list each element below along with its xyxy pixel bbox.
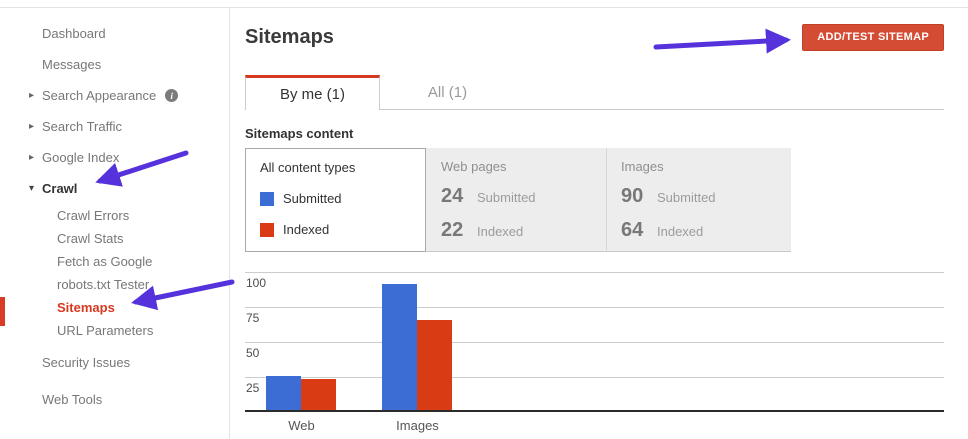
web-pages-title: Web pages: [441, 159, 507, 174]
gridline: [245, 342, 944, 343]
web-indexed-value: 22: [441, 219, 464, 241]
chevron-right-icon: ▸: [29, 152, 35, 163]
sitemaps-content-heading: Sitemaps content: [245, 126, 354, 141]
sidebar-item-search-appearance[interactable]: ▸ Search Appearance i: [0, 80, 229, 111]
bar-group-web: [266, 376, 336, 410]
chevron-down-icon: ▾: [29, 183, 35, 194]
submitted-bar: [382, 284, 417, 410]
chart-plot: 25 50 75 100 Web Images: [245, 272, 944, 433]
x-axis-label: Images: [396, 418, 439, 433]
chevron-right-icon: ▸: [29, 121, 35, 132]
content-type-panel: All content types Submitted Indexed Web …: [245, 148, 791, 252]
submitted-bar: [266, 376, 301, 410]
sidebar-item-dashboard[interactable]: Dashboard: [42, 26, 106, 41]
sidebar-item-web-tools[interactable]: Web Tools: [42, 392, 103, 407]
images-title: Images: [621, 159, 664, 174]
y-axis-tick: 25: [246, 381, 260, 395]
stat-row: 24 Submitted: [441, 185, 536, 207]
tabstrip: By me (1) All (1): [245, 75, 944, 110]
bar-group-images: [382, 284, 452, 410]
sidebar-item-crawl-errors[interactable]: Crawl Errors: [57, 208, 130, 223]
stat-row: 90 Submitted: [621, 185, 716, 207]
add-test-sitemap-button[interactable]: ADD/TEST SITEMAP: [802, 23, 944, 51]
stat-row: 64 Indexed: [621, 219, 704, 241]
stat-row: 22 Indexed: [441, 219, 524, 241]
x-axis-label: Web: [288, 418, 315, 433]
main-content: Sitemaps ADD/TEST SITEMAP By me (1) All …: [230, 8, 968, 439]
sidebar-item-security-issues[interactable]: Security Issues: [42, 355, 131, 370]
info-icon[interactable]: i: [165, 89, 179, 102]
images-cell[interactable]: Images 90 Submitted 64 Indexed: [606, 148, 791, 252]
legend-title: All content types: [260, 160, 356, 175]
top-divider: [0, 7, 968, 8]
sidebar-item-google-index[interactable]: ▸ Google Index: [29, 150, 120, 165]
chevron-right-icon: ▸: [29, 90, 35, 101]
tab-all[interactable]: All (1): [380, 75, 515, 110]
y-axis-tick: 50: [246, 346, 260, 360]
gridline: [245, 307, 944, 308]
indexed-bar: [301, 379, 336, 410]
page-header: Sitemaps ADD/TEST SITEMAP: [245, 22, 944, 52]
sidebar-item-crawl[interactable]: ▾ Crawl: [29, 181, 78, 196]
sidebar-item-robots-txt-tester[interactable]: robots.txt Tester: [57, 277, 150, 292]
active-item-marker: [0, 297, 5, 326]
y-axis-tick: 100: [246, 276, 267, 290]
sidebar-item-fetch-as-google[interactable]: Fetch as Google: [57, 254, 153, 269]
sidebar-item-search-traffic[interactable]: ▸ Search Traffic: [29, 119, 122, 134]
sidebar-item-sitemaps[interactable]: Sitemaps: [57, 300, 115, 315]
legend-item-indexed: Indexed: [260, 222, 425, 237]
sidebar-item-messages[interactable]: Messages: [42, 57, 102, 72]
images-indexed-value: 64: [621, 219, 644, 241]
y-axis-tick: 75: [246, 311, 260, 325]
web-submitted-value: 24: [441, 185, 464, 207]
gridline: [245, 272, 944, 273]
sidebar: Dashboard Messages ▸ Search Appearance i…: [0, 8, 230, 439]
sidebar-item-url-parameters[interactable]: URL Parameters: [57, 323, 154, 338]
all-content-types-cell[interactable]: All content types Submitted Indexed: [245, 148, 426, 252]
web-pages-cell[interactable]: Web pages 24 Submitted 22 Indexed: [426, 148, 606, 252]
images-submitted-value: 90: [621, 185, 644, 207]
submitted-swatch-icon: [260, 191, 274, 206]
page-title: Sitemaps: [245, 25, 334, 48]
legend-item-submitted: Submitted: [260, 191, 425, 206]
tab-by-me[interactable]: By me (1): [245, 75, 380, 110]
gridline: [245, 377, 944, 378]
indexed-bar: [417, 320, 452, 410]
indexed-swatch-icon: [260, 222, 274, 237]
tabstrip-filler: [515, 75, 944, 110]
sidebar-item-crawl-stats[interactable]: Crawl Stats: [57, 231, 124, 246]
